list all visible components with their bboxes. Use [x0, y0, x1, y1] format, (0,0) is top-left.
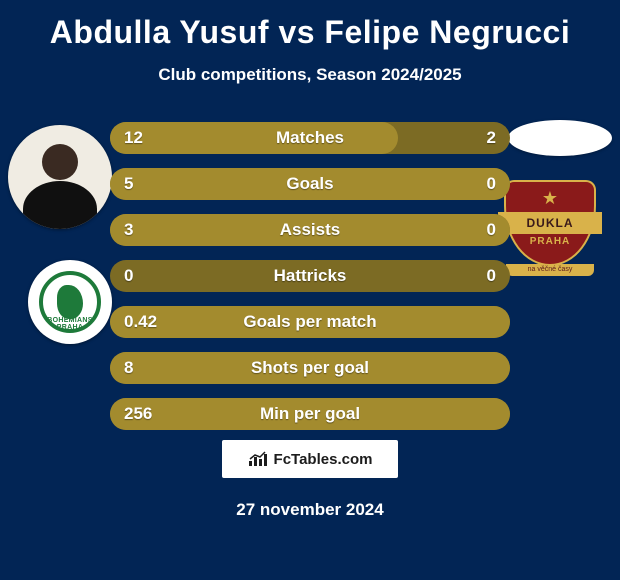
stat-value-left: 0	[124, 260, 133, 292]
stat-value-left: 3	[124, 214, 133, 246]
stat-row: Matches12 2	[110, 122, 510, 154]
stat-value-left: 0.42	[124, 306, 157, 338]
stat-label: Goals	[110, 168, 510, 200]
stat-value-right: 0	[487, 214, 496, 246]
stat-row: Hattricks0 0	[110, 260, 510, 292]
stat-value-left: 12	[124, 122, 143, 154]
stat-value-right: 0	[487, 260, 496, 292]
stat-label: Assists	[110, 214, 510, 246]
player-left-club-crest: BOHEMIANSPRAHA	[28, 260, 112, 344]
logo-text: FcTables.com	[274, 451, 373, 468]
stat-value-left: 256	[124, 398, 152, 430]
chart-icon	[248, 451, 268, 467]
stat-value-right: 2	[487, 122, 496, 154]
stat-value-right: 0	[487, 168, 496, 200]
fctables-logo: FcTables.com	[222, 440, 398, 478]
stat-row: Goals5 0	[110, 168, 510, 200]
stat-value-left: 8	[124, 352, 133, 384]
player-left-avatar	[8, 125, 112, 229]
stat-row: Goals per match0.42	[110, 306, 510, 338]
stat-row: Assists3 0	[110, 214, 510, 246]
stat-label: Shots per goal	[110, 352, 510, 384]
stat-label: Min per goal	[110, 398, 510, 430]
stat-value-left: 5	[124, 168, 133, 200]
date-label: 27 november 2024	[0, 500, 620, 520]
stat-row: Min per goal256	[110, 398, 510, 430]
stat-label: Hattricks	[110, 260, 510, 292]
player-right-club-crest: ★ DUKLA PRAHA na věčné časy	[500, 180, 600, 270]
stats-chart: Matches122Goals50Assists30Hattricks00Goa…	[110, 122, 510, 444]
stat-label: Goals per match	[110, 306, 510, 338]
stat-label: Matches	[110, 122, 510, 154]
player-right-avatar	[508, 120, 612, 156]
stat-row: Shots per goal8	[110, 352, 510, 384]
page-title: Abdulla Yusuf vs Felipe Negrucci	[0, 0, 620, 51]
subtitle: Club competitions, Season 2024/2025	[0, 65, 620, 85]
